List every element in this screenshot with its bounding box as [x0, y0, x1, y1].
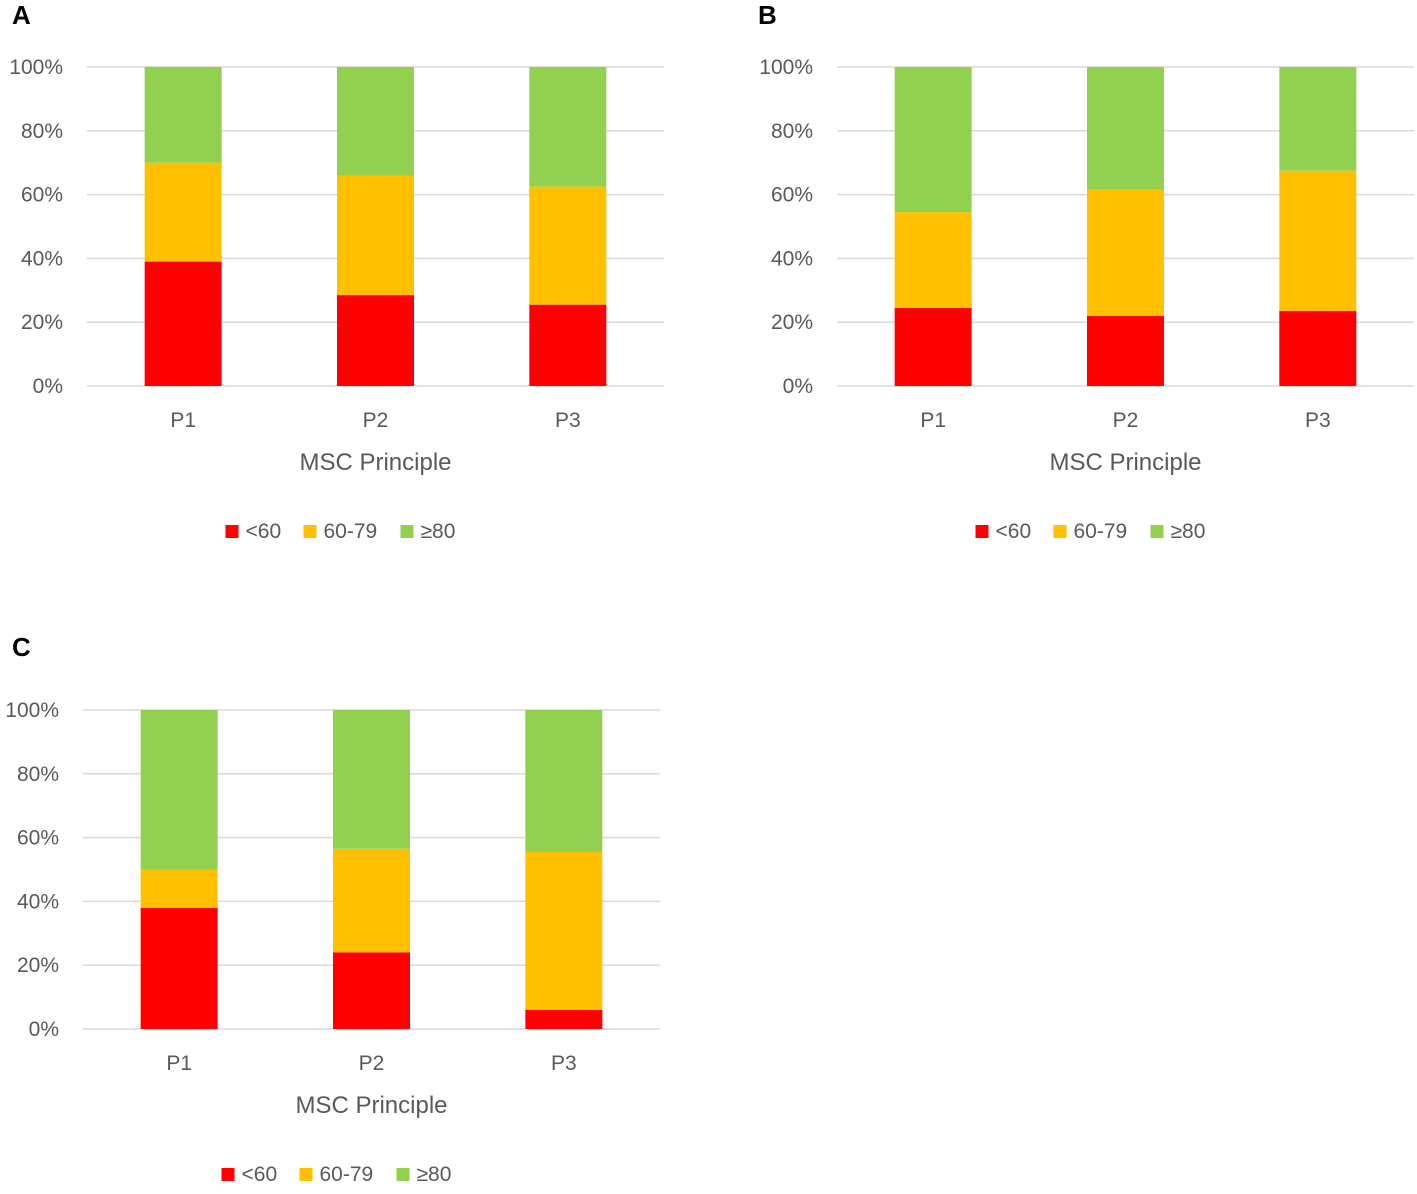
bar-segment-lt60-p1 — [144, 261, 222, 386]
bar-segment-60-79-p2 — [337, 175, 414, 296]
legend-label-lt60: <60 — [246, 520, 282, 543]
x-axis-title: MSC Principle — [299, 449, 451, 476]
bar-segment-60-79-p3 — [529, 186, 607, 305]
bar-segment-gte80-p1 — [144, 67, 222, 163]
legend-swatch-lt60 — [975, 525, 989, 538]
bar-segment-60-79-p2 — [1087, 189, 1164, 316]
x-tick-label: P1 — [920, 409, 946, 432]
legend-swatch-gte80 — [400, 525, 414, 538]
bar-segment-gte80-p3 — [525, 710, 603, 852]
y-tick-label: 60% — [771, 184, 813, 207]
x-axis-title: MSC Principle — [295, 1092, 447, 1119]
legend-label-gte80: ≥80 — [1171, 520, 1206, 543]
bar-segment-lt60-p1 — [894, 307, 972, 386]
chart-panel-a: A 0% 20% 40% 60% 80% 100% P1 P2 P3 MSC Principle <6… — [0, 0, 700, 560]
y-tick-label: 0% — [783, 375, 813, 398]
legend-swatch-lt60 — [225, 525, 239, 538]
bar-segment-gte80-p1 — [140, 710, 218, 870]
x-tick-label: P1 — [170, 409, 196, 432]
y-tick-label: 80% — [21, 120, 63, 143]
x-tick-label: P3 — [1305, 409, 1331, 432]
y-tick-label: 20% — [771, 311, 813, 334]
y-tick-label: 60% — [17, 827, 59, 850]
chart-svg-a: A 0% 20% 40% 60% 80% 100% P1 P2 P3 MSC Principle <6… — [9, 0, 664, 543]
y-tick-label: 0% — [29, 1018, 59, 1041]
legend-label-gte80: ≥80 — [421, 520, 456, 543]
panel-label-a: A — [12, 0, 31, 30]
y-tick-label: 40% — [17, 890, 59, 913]
y-tick-label: 80% — [17, 763, 59, 786]
bar-segment-lt60-p2 — [337, 295, 414, 386]
bar-segment-lt60-p3 — [525, 1009, 603, 1029]
bar-segment-60-79-p1 — [894, 212, 972, 308]
bar-segment-lt60-p1 — [140, 907, 218, 1029]
bar-segment-gte80-p2 — [337, 67, 414, 176]
bar-segment-lt60-p3 — [1279, 311, 1357, 386]
x-tick-label: P1 — [166, 1052, 192, 1075]
legend-swatch-60-79 — [1053, 525, 1067, 538]
y-tick-label: 100% — [9, 56, 63, 79]
legend-swatch-gte80 — [396, 1168, 410, 1181]
x-tick-label: P2 — [1113, 409, 1139, 432]
bar-segment-lt60-p2 — [1087, 315, 1164, 386]
x-axis-title: MSC Principle — [1049, 449, 1201, 476]
legend-swatch-lt60 — [221, 1168, 235, 1181]
bar-segment-lt60-p2 — [333, 952, 410, 1029]
bar-segment-gte80-p3 — [529, 67, 607, 187]
bar-segment-gte80-p1 — [894, 67, 972, 213]
x-tick-label: P3 — [551, 1052, 577, 1075]
y-tick-label: 20% — [21, 311, 63, 334]
bar-segment-gte80-p3 — [1279, 67, 1357, 171]
x-tick-label: P2 — [359, 1052, 385, 1075]
y-tick-label: 20% — [17, 954, 59, 977]
bar-segment-lt60-p3 — [529, 304, 607, 386]
chart-panel-c: C 0% 20% 40% 60% 80% 100% P1 P2 P3 MSC Principle <6… — [0, 634, 700, 1194]
legend-swatch-60-79 — [303, 525, 317, 538]
legend-label-60-79: 60-79 — [320, 1163, 374, 1186]
legend-swatch-gte80 — [1150, 525, 1164, 538]
panel-label-c: C — [12, 634, 31, 662]
legend-swatch-60-79 — [299, 1168, 313, 1181]
chart-svg-c: C 0% 20% 40% 60% 80% 100% P1 P2 P3 MSC Principle <6… — [5, 634, 660, 1186]
legend-label-lt60: <60 — [242, 1163, 278, 1186]
bar-segment-60-79-p3 — [525, 851, 603, 1010]
legend-label-gte80: ≥80 — [417, 1163, 452, 1186]
bar-segment-60-79-p1 — [144, 162, 222, 262]
bar-segment-60-79-p2 — [333, 848, 410, 953]
x-tick-label: P2 — [363, 409, 389, 432]
legend-label-60-79: 60-79 — [324, 520, 378, 543]
legend-label-lt60: <60 — [996, 520, 1032, 543]
y-tick-label: 60% — [21, 184, 63, 207]
y-tick-label: 40% — [771, 247, 813, 270]
y-tick-label: 100% — [759, 56, 813, 79]
chart-svg-b: B 0% 20% 40% 60% 80% 100% P1 P2 P3 MSC Principle <6… — [758, 0, 1414, 543]
legend-label-60-79: 60-79 — [1074, 520, 1128, 543]
bar-segment-gte80-p2 — [1087, 67, 1164, 190]
y-tick-label: 40% — [21, 247, 63, 270]
panel-label-b: B — [758, 0, 777, 30]
y-tick-label: 100% — [5, 699, 59, 722]
y-tick-label: 0% — [33, 375, 63, 398]
bar-segment-gte80-p2 — [333, 710, 410, 849]
chart-panel-b: B 0% 20% 40% 60% 80% 100% P1 P2 P3 MSC Principle <6… — [750, 0, 1417, 560]
y-tick-label: 80% — [771, 120, 813, 143]
x-tick-label: P3 — [555, 409, 581, 432]
bar-segment-60-79-p3 — [1279, 170, 1357, 312]
bar-segment-60-79-p1 — [140, 869, 218, 908]
